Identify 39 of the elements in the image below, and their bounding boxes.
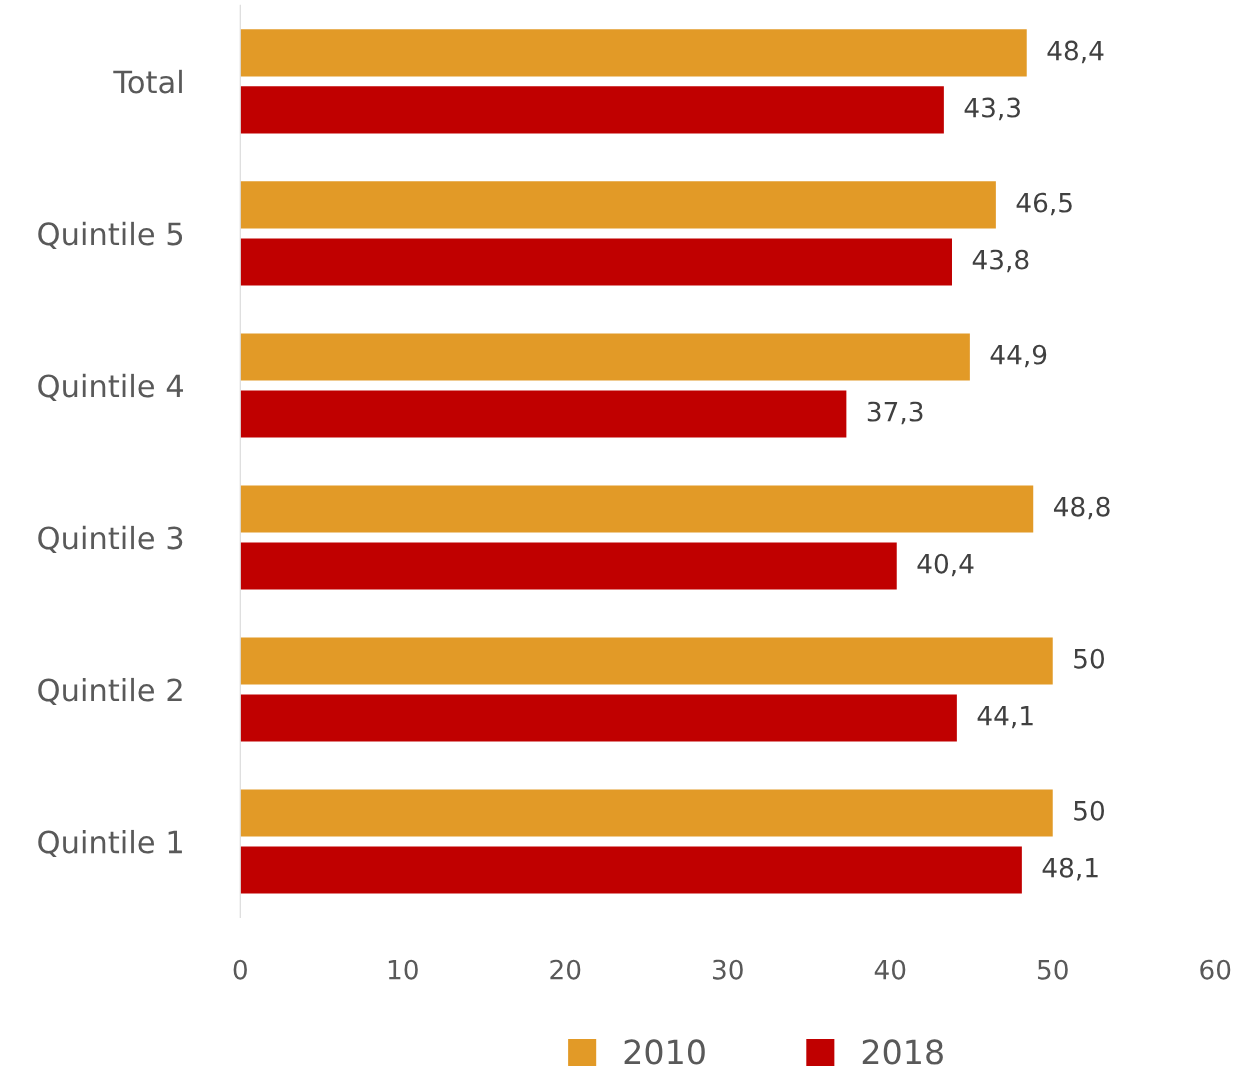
data-label: 50 — [1074, 800, 1105, 821]
x-tick-label: 50 — [1037, 959, 1068, 980]
bar — [240, 238, 952, 286]
bar — [240, 789, 1053, 837]
y-tick-label: Total — [113, 69, 182, 94]
x-tick-label: 20 — [550, 959, 581, 980]
bar — [240, 390, 847, 438]
bar — [240, 29, 1027, 77]
data-label: 46,5 — [1016, 192, 1072, 216]
y-tick-label: Quintile 1 — [38, 829, 182, 858]
x-tick-label: 60 — [1200, 959, 1231, 980]
bar — [240, 86, 944, 134]
y-tick-label: Quintile 3 — [38, 525, 183, 554]
y-tick-label: Quintile 5 — [38, 221, 183, 249]
x-tick-label: 10 — [388, 959, 418, 980]
data-label: 43,3 — [964, 97, 1020, 121]
bar — [240, 542, 897, 590]
data-label: 48,8 — [1053, 496, 1110, 520]
data-label: 44,9 — [990, 344, 1047, 368]
bar — [240, 485, 1034, 533]
bar — [240, 333, 970, 381]
data-label: 37,3 — [867, 401, 923, 425]
x-tick-label: 40 — [874, 959, 906, 980]
bar — [240, 637, 1053, 685]
x-tick-label: 30 — [712, 959, 743, 980]
bar — [240, 846, 1022, 894]
data-label: 44,1 — [977, 706, 1033, 729]
legend-label: 2018 — [862, 1039, 943, 1065]
data-label: 48,4 — [1047, 40, 1104, 64]
data-label: 40,4 — [917, 553, 974, 577]
y-tick-label: Quintile 2 — [38, 677, 182, 706]
bar — [240, 694, 957, 742]
data-label: 48,1 — [1042, 857, 1098, 881]
legend-label: 2010 — [624, 1039, 705, 1065]
data-label: 43,8 — [972, 249, 1029, 273]
bar — [240, 181, 996, 229]
x-tick-label: 0 — [233, 959, 247, 980]
data-label: 50 — [1074, 648, 1105, 669]
y-tick-label: Quintile 4 — [38, 373, 184, 402]
